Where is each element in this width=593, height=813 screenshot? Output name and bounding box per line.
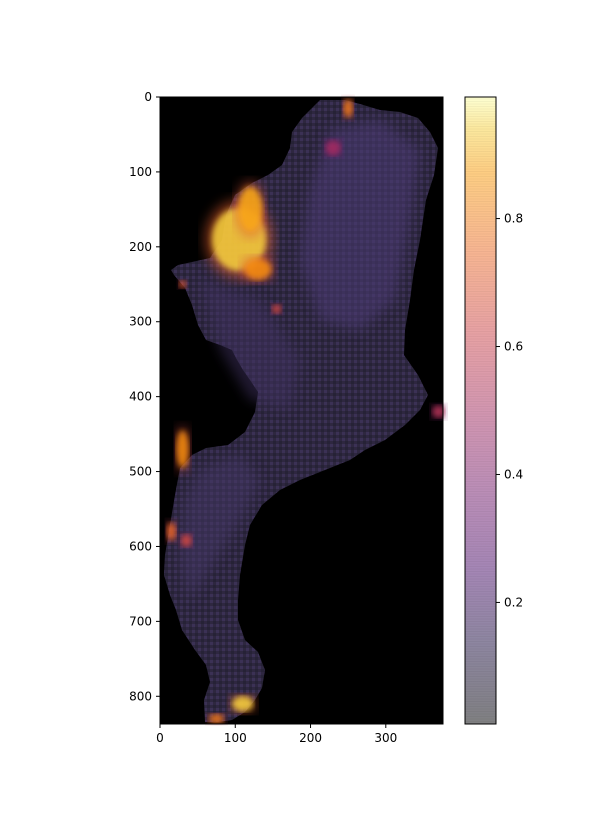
y-tick-label: 800 xyxy=(129,689,152,703)
y-tick-label: 200 xyxy=(129,240,152,254)
colorbar-ticks: 0.2 0.4 0.6 0.8 xyxy=(496,212,523,609)
y-tick-label: 400 xyxy=(129,390,152,404)
hotspot-core xyxy=(176,430,189,468)
x-tick-label: 200 xyxy=(299,731,322,745)
colorbar-gradient xyxy=(465,97,496,724)
hotspot xyxy=(235,181,266,238)
hotspot xyxy=(165,520,177,543)
land-shading-west xyxy=(200,280,300,410)
hotspot-core xyxy=(166,522,176,541)
hotspot-core xyxy=(325,140,341,156)
land-shading-south xyxy=(180,455,260,600)
y-tick-label: 300 xyxy=(129,315,152,329)
image-frame xyxy=(159,96,444,725)
colorbar-banding xyxy=(465,98,496,722)
hotspot xyxy=(179,532,193,548)
colorbar-tick-label: 0.4 xyxy=(504,467,523,481)
hotspot-core xyxy=(232,696,254,712)
hotspot-core xyxy=(178,280,187,289)
y-tick-label: 100 xyxy=(129,165,152,179)
colorbar-tick-label: 0.2 xyxy=(504,595,523,609)
hotspot xyxy=(207,713,226,725)
hotspot-core xyxy=(432,405,445,418)
colorbar-tick-label: 0.6 xyxy=(504,340,523,354)
hotspot xyxy=(229,694,256,714)
x-tick-label: 300 xyxy=(374,731,397,745)
hotspot-layer xyxy=(165,97,447,725)
colorbar-tick-label: 0.8 xyxy=(504,212,523,226)
hotspot-core xyxy=(244,258,272,280)
land-region xyxy=(164,97,447,725)
hotspot-core xyxy=(238,186,263,232)
image-axes xyxy=(159,96,447,725)
hotspot-core xyxy=(181,534,192,547)
hotspot-core xyxy=(208,714,224,724)
hotspot xyxy=(175,425,191,473)
hotspot-core xyxy=(272,304,282,314)
hotspot xyxy=(323,138,343,158)
x-tick-label: 100 xyxy=(224,731,247,745)
land-shading xyxy=(300,120,420,330)
hotspot xyxy=(342,97,354,120)
y-tick-label: 600 xyxy=(129,539,152,553)
x-axis: 0 100 200 300 xyxy=(156,724,397,745)
hotspot xyxy=(271,303,283,315)
y-axis: 0 100 200 300 400 500 600 700 800 xyxy=(129,90,160,703)
hotspot xyxy=(177,279,188,289)
colorbar: 0.2 0.4 0.6 0.8 xyxy=(464,96,523,725)
hotspot xyxy=(240,256,275,283)
y-tick-label: 0 xyxy=(144,90,152,104)
y-tick-label: 500 xyxy=(129,465,152,479)
colorbar-frame xyxy=(464,96,497,725)
hotspot-core xyxy=(343,99,353,118)
y-tick-label: 700 xyxy=(129,614,152,628)
hotspot xyxy=(430,404,447,420)
x-tick-label: 0 xyxy=(156,731,164,745)
